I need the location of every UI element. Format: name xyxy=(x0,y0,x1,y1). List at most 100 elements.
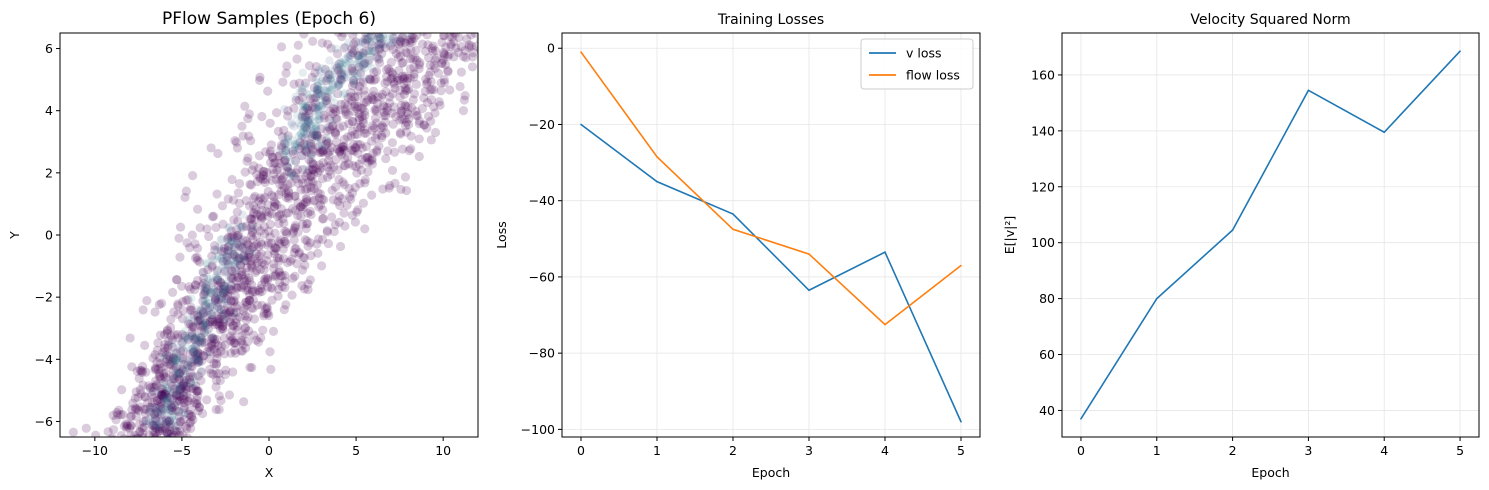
scatter-point xyxy=(426,76,436,87)
scatter-point xyxy=(305,206,315,216)
scatter-point xyxy=(429,60,439,70)
scatter-point xyxy=(138,380,148,390)
scatter-point xyxy=(132,433,141,437)
scatter-point xyxy=(360,152,371,163)
scatter-point xyxy=(302,197,312,207)
scatter-point xyxy=(128,398,138,408)
chart-title: Velocity Squared Norm xyxy=(1190,12,1350,28)
scatter-point xyxy=(403,102,413,112)
scatter-point-dense xyxy=(183,334,192,343)
scatter-point xyxy=(173,309,183,319)
scatter-point-dense xyxy=(208,302,218,311)
scatter-point xyxy=(347,188,358,198)
scatter-point xyxy=(223,288,233,298)
scatter-point xyxy=(152,345,162,355)
scatter-point xyxy=(224,390,235,400)
scatter-point xyxy=(197,356,207,366)
scatter-point xyxy=(367,125,377,135)
scatter-point xyxy=(318,146,329,156)
scatter-point xyxy=(280,283,290,293)
scatter-point xyxy=(240,277,250,287)
scatter-point xyxy=(275,209,286,219)
scatter-point xyxy=(192,310,202,320)
scatter-point-dense xyxy=(298,151,307,161)
scatter-point-dense xyxy=(200,285,209,295)
scatter-point-dense xyxy=(313,81,322,91)
scatter-point xyxy=(298,219,308,229)
scatter-point-dense xyxy=(300,122,309,131)
scatter-point xyxy=(209,211,219,221)
series-line-1 xyxy=(580,51,962,326)
scatter-point-dense xyxy=(221,298,230,307)
scatter-point xyxy=(223,259,234,269)
scatter-point-dense xyxy=(299,102,308,111)
x-tick-label: 4 xyxy=(1380,443,1388,458)
scatter-point xyxy=(220,340,230,350)
scatter-point xyxy=(338,141,348,152)
scatter-point xyxy=(195,257,205,267)
scatter-point xyxy=(329,226,339,237)
scatter-point-dense xyxy=(396,34,405,43)
scatter-point xyxy=(232,314,242,324)
scatter-point-dense xyxy=(350,80,359,89)
scatter-point xyxy=(440,60,451,70)
scatter-point xyxy=(232,321,242,331)
scatter-point xyxy=(317,194,327,204)
scatter-point xyxy=(328,121,338,131)
scatter-point xyxy=(168,365,178,375)
scatter-point xyxy=(143,398,153,408)
scatter-point xyxy=(323,238,334,249)
scatter-point xyxy=(319,195,329,205)
scatter-point xyxy=(340,221,350,231)
scatter-point xyxy=(342,200,352,210)
scatter-point xyxy=(155,359,165,369)
scatter-point-dense xyxy=(238,249,247,258)
scatter-point xyxy=(406,21,415,30)
scatter-point xyxy=(174,391,184,401)
scatter-point xyxy=(443,51,453,62)
scatter-point xyxy=(328,195,338,205)
scatter-point xyxy=(387,165,398,176)
scatter-point xyxy=(297,92,307,102)
scatter-point xyxy=(317,174,328,184)
scatter-point xyxy=(365,155,375,165)
scatter-point xyxy=(68,436,71,437)
scatter-point-dense xyxy=(373,33,382,36)
scatter-point xyxy=(362,153,372,163)
scatter-point xyxy=(270,198,280,208)
scatter-point xyxy=(381,65,392,75)
scatter-point xyxy=(129,434,139,437)
scatter-point xyxy=(248,234,258,244)
scatter-point xyxy=(152,438,161,447)
scatter-point xyxy=(312,239,322,249)
scatter-point-dense xyxy=(166,339,176,348)
scatter-point-dense xyxy=(234,260,243,269)
scatter-point-dense xyxy=(162,397,172,406)
scatter-point xyxy=(322,138,332,149)
scatter-point xyxy=(281,208,291,218)
scatter-point xyxy=(436,78,446,88)
scatter-point xyxy=(200,300,211,310)
y-tick-label: −40 xyxy=(529,193,555,208)
scatter-point-dense xyxy=(164,429,174,437)
scatter-point-dense xyxy=(221,253,231,263)
scatter-point xyxy=(349,39,359,49)
scatter-point xyxy=(306,209,316,220)
scatter-point-dense xyxy=(164,418,173,428)
scatter-point xyxy=(171,348,181,358)
scatter-point xyxy=(260,177,270,188)
scatter-point xyxy=(353,50,363,61)
scatter-point xyxy=(193,204,203,214)
scatter-point xyxy=(212,348,222,359)
scatter-point-dense xyxy=(163,393,172,402)
x-tick-label: 0 xyxy=(265,443,273,458)
scatter-point-dense xyxy=(362,33,371,37)
scatter-point xyxy=(241,236,251,246)
scatter-point xyxy=(117,385,127,395)
scatter-point xyxy=(178,381,189,391)
scatter-point xyxy=(270,228,280,238)
scatter-point xyxy=(290,222,300,232)
scatter-point xyxy=(138,428,148,437)
scatter-point xyxy=(178,346,188,356)
